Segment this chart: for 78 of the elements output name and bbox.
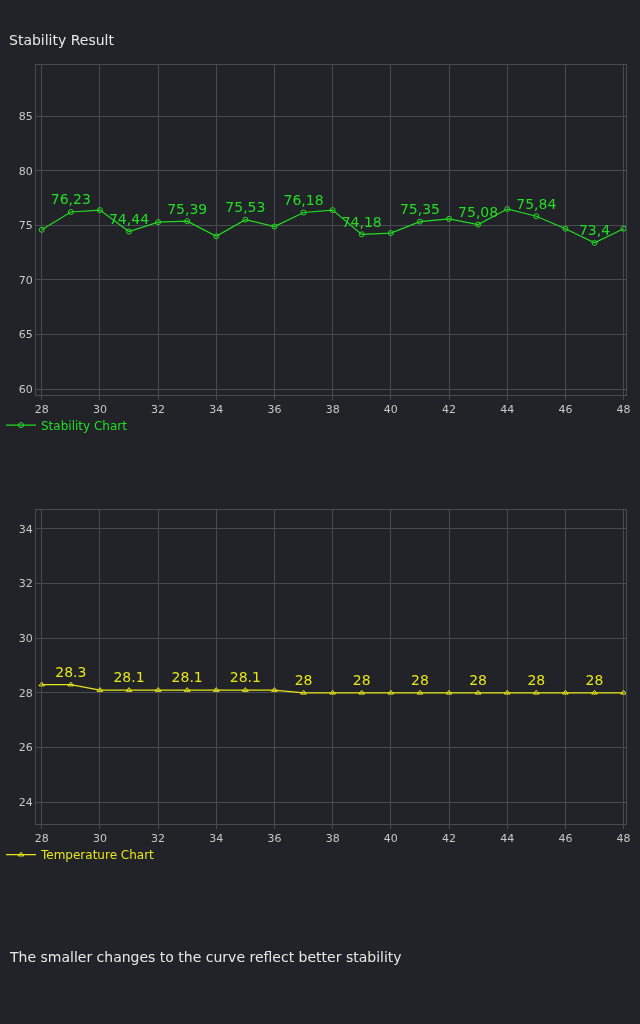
y-tick-label: 32 <box>18 577 33 591</box>
y-tick-label: 85 <box>18 110 33 124</box>
point <box>387 230 394 237</box>
data-label: 28 <box>411 672 429 689</box>
data-label: 75,08 <box>458 203 499 220</box>
data-label: 28 <box>352 672 371 689</box>
y-tick-label: 75 <box>18 219 33 233</box>
x-tick-label: 28 <box>34 832 49 846</box>
point <box>504 206 511 213</box>
x-tick-label: 48 <box>616 402 631 416</box>
x-tick-label: 46 <box>558 832 573 846</box>
data-label: 28.1 <box>229 669 261 686</box>
x-tick-label: 38 <box>325 402 340 416</box>
x-tick-label: 32 <box>151 402 166 416</box>
data-label: 76,23 <box>50 191 91 208</box>
x-tick-label: 28 <box>34 402 49 416</box>
data-label: 75,53 <box>225 199 266 215</box>
data-label: 74,44 <box>108 210 150 227</box>
x-tick-label: 42 <box>442 402 457 416</box>
x-tick-label: 36 <box>267 402 282 416</box>
point <box>416 218 423 225</box>
point <box>271 223 278 230</box>
point <box>38 226 45 233</box>
x-tick-label: 30 <box>92 402 107 416</box>
x-tick-label: 40 <box>383 402 398 416</box>
point <box>67 208 74 215</box>
point <box>620 225 627 232</box>
data-label: 28 <box>527 672 546 689</box>
y-tick-label: 28 <box>18 686 33 700</box>
y-tick-label: 26 <box>18 741 33 755</box>
point <box>126 228 133 235</box>
x-tick-label: 44 <box>500 832 515 846</box>
point <box>533 213 540 220</box>
point <box>475 221 482 228</box>
y-tick-label: 34 <box>18 522 33 536</box>
x-tick-label: 34 <box>209 832 224 846</box>
point <box>184 218 191 225</box>
point <box>96 207 103 214</box>
point <box>562 225 569 232</box>
point <box>242 216 249 223</box>
point <box>329 207 336 214</box>
x-tick-label: 46 <box>558 402 573 416</box>
y-tick-label: 30 <box>18 631 33 645</box>
point <box>155 219 162 226</box>
legend-label: Stability Chart <box>41 418 128 433</box>
y-tick-label: 80 <box>18 164 33 178</box>
data-label: 75,39 <box>167 200 208 217</box>
x-tick-label: 42 <box>442 832 457 846</box>
x-tick-label: 44 <box>500 402 515 416</box>
point <box>591 239 598 246</box>
legend-label: Temperature Chart <box>40 848 155 863</box>
data-label: 28 <box>469 672 488 689</box>
point <box>358 231 365 238</box>
x-tick-label: 36 <box>267 832 282 846</box>
data-label: 28 <box>294 672 313 689</box>
point <box>213 233 220 240</box>
point <box>446 215 453 222</box>
data-label: 75,35 <box>399 200 440 217</box>
y-tick-label: 65 <box>18 328 33 342</box>
x-tick-label: 34 <box>209 402 224 416</box>
data-label: 28.1 <box>113 669 145 686</box>
data-label: 28.3 <box>55 664 87 681</box>
x-tick-label: 48 <box>616 832 631 846</box>
data-label: 76,18 <box>283 191 324 208</box>
x-tick-label: 30 <box>92 832 107 846</box>
text: The smaller changes to the curve reflect better stability <box>9 949 402 965</box>
data-label: 28.1 <box>171 669 203 686</box>
data-label: 73,4 <box>578 222 611 239</box>
y-tick-label: 24 <box>18 796 33 810</box>
point <box>300 209 307 216</box>
x-tick-label: 40 <box>383 832 398 846</box>
x-tick-label: 32 <box>151 832 166 846</box>
data-label: 28 <box>585 672 604 689</box>
x-tick-label: 38 <box>325 832 340 846</box>
y-tick-label: 60 <box>18 383 33 397</box>
y-tick-label: 70 <box>18 273 33 287</box>
chart-title: Stability Result <box>9 32 115 48</box>
data-label: 75,84 <box>516 195 557 212</box>
